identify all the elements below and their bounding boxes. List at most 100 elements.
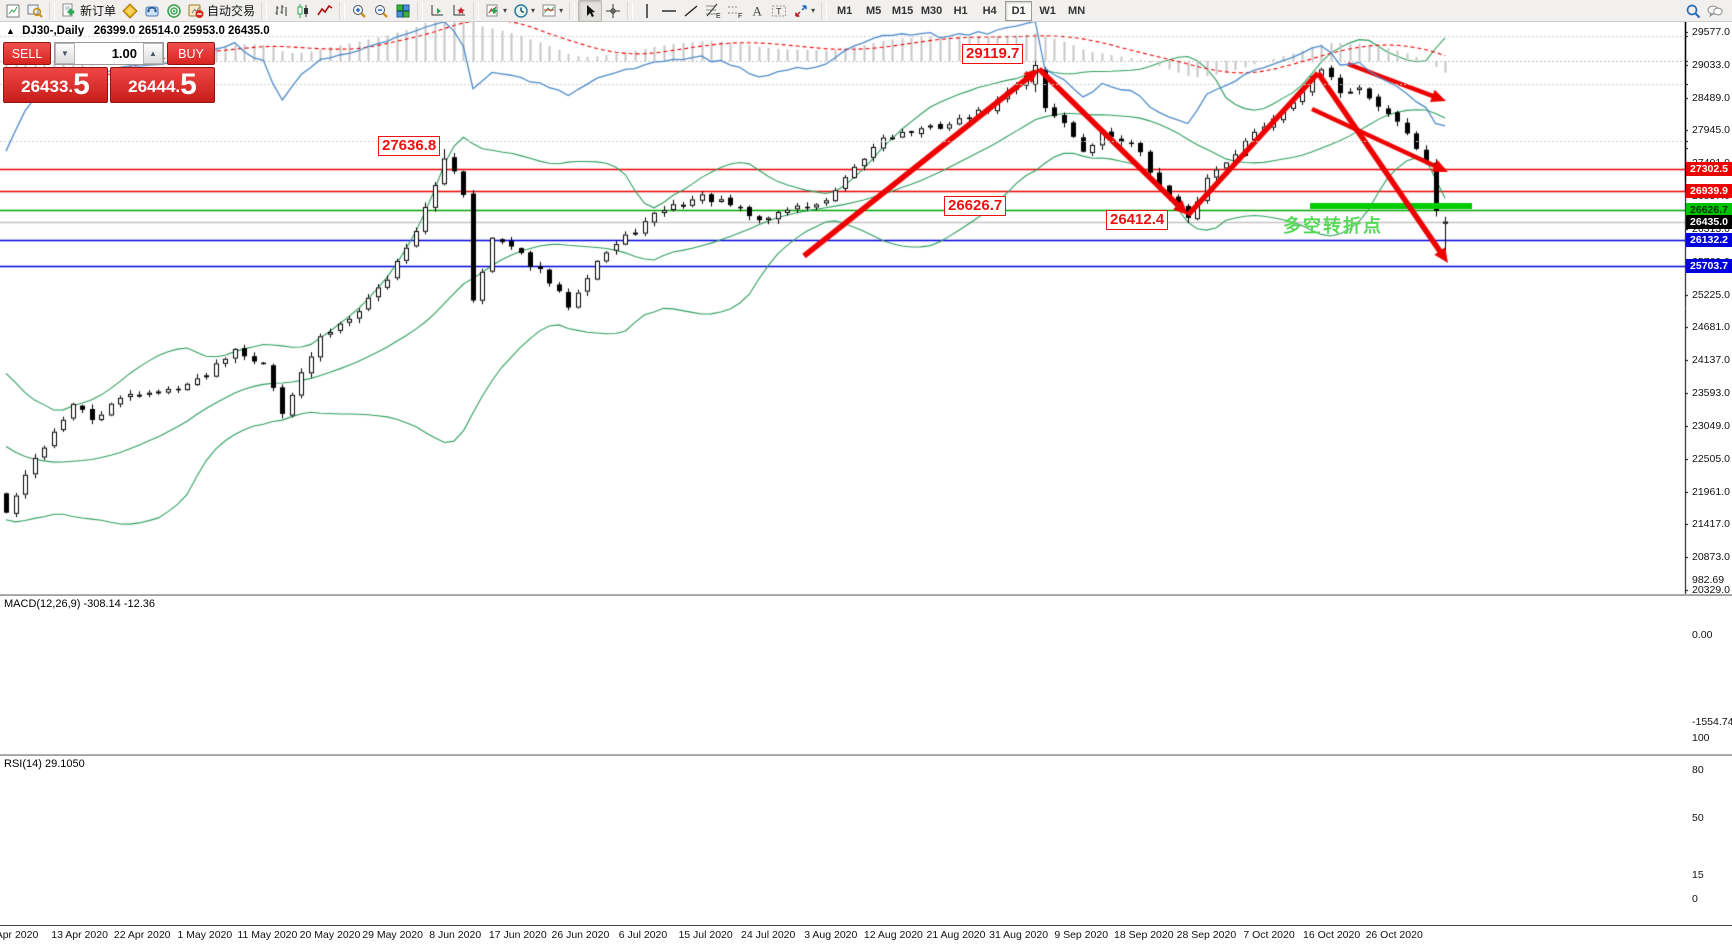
clock-icon[interactable]: ▾ bbox=[510, 1, 538, 21]
timeframe-button-w1[interactable]: W1 bbox=[1039, 4, 1056, 17]
price-tick-label: 20329.0 bbox=[1692, 584, 1730, 597]
date-tick-label: 28 Sep 2020 bbox=[1176, 929, 1237, 941]
autotrading-button[interactable]: 自动交易 bbox=[185, 1, 258, 21]
arrows-icon[interactable]: ▾ bbox=[790, 1, 818, 21]
fibonacci-icon[interactable]: E bbox=[702, 1, 724, 21]
svg-text:A: A bbox=[753, 3, 763, 18]
volume-increase-button[interactable]: ▲ bbox=[143, 43, 163, 64]
zoom-out-icon[interactable] bbox=[370, 1, 392, 21]
time-axis-line bbox=[0, 925, 1732, 926]
volume-stepper[interactable]: ▼ 1.00 ▲ bbox=[54, 42, 164, 65]
date-tick-label: 20 May 2020 bbox=[299, 929, 361, 941]
horizontal-line-icon[interactable] bbox=[658, 1, 680, 21]
date-tick-label: 29 May 2020 bbox=[362, 929, 423, 941]
macd-scale-label: -1554.74 bbox=[1692, 716, 1732, 728]
svg-text:T: T bbox=[776, 6, 782, 16]
search-icon[interactable] bbox=[1682, 1, 1704, 21]
toolbar: 新订单 自动交易 ▾ ▾ ▾ E F A T ▾ M1 M5 M15 M30 H1 H4 D1 W1 MN bbox=[0, 0, 1732, 22]
price-level-badge: 26435.0 bbox=[1686, 214, 1732, 229]
timeframe-button-d1[interactable]: D1 bbox=[1005, 0, 1033, 21]
rsi-scale-label: 80 bbox=[1692, 764, 1704, 777]
dropdown-caret-icon[interactable]: ▾ bbox=[531, 6, 536, 15]
crosshair-icon[interactable] bbox=[602, 1, 624, 21]
cursor-icon[interactable] bbox=[578, 0, 603, 22]
date-tick-label: 26 Jun 2020 bbox=[551, 929, 610, 941]
price-callout-26626: 26626.7 bbox=[944, 196, 1007, 216]
date-tick-label: Apr 2020 bbox=[0, 929, 39, 941]
chart-shift-icon[interactable] bbox=[448, 1, 470, 21]
indicators-icon[interactable]: ▾ bbox=[482, 1, 510, 21]
price-tick-label: 22505.0 bbox=[1692, 452, 1730, 465]
timeframe-button-m1[interactable]: M1 bbox=[836, 4, 853, 17]
price-tick-label: 23593.0 bbox=[1692, 387, 1730, 400]
candlestick-chart-icon[interactable] bbox=[292, 1, 314, 21]
pivot-annotation-text: 多空转折点 bbox=[1283, 216, 1383, 236]
toolbar-separator bbox=[569, 1, 576, 20]
date-tick-label: 24 Jul 2020 bbox=[741, 929, 796, 941]
price-level-badge: 26939.9 bbox=[1686, 184, 1732, 199]
dropdown-caret-icon[interactable]: ▾ bbox=[559, 6, 564, 15]
timeframe-button-h4[interactable]: H4 bbox=[982, 4, 997, 17]
volume-value[interactable]: 1.00 bbox=[111, 46, 137, 61]
timeframe-button-m15[interactable]: M15 bbox=[891, 4, 914, 17]
zoom-in-icon[interactable] bbox=[348, 1, 370, 21]
svg-text:F: F bbox=[738, 13, 742, 19]
sell-price: 26433 bbox=[21, 77, 69, 96]
time-scale: Apr 2020 13 Apr 2020 22 Apr 2020 1 May 2020… bbox=[0, 927, 1732, 944]
rsi-pane-separator[interactable] bbox=[0, 754, 1732, 756]
volume-decrease-button[interactable]: ▼ bbox=[55, 43, 75, 64]
sell-button[interactable]: SELL bbox=[3, 42, 51, 65]
tile-windows-icon[interactable] bbox=[392, 1, 414, 21]
vertical-line-icon[interactable] bbox=[636, 1, 658, 21]
profiles-icon[interactable] bbox=[24, 1, 46, 21]
timeframe-button-m30[interactable]: M30 bbox=[920, 4, 943, 17]
date-tick-label: 13 Apr 2020 bbox=[51, 929, 108, 941]
price-tick-label: 29577.0 bbox=[1692, 26, 1730, 38]
date-tick-label: 21 Aug 2020 bbox=[926, 929, 986, 941]
rsi-label: RSI(14) 29.1050 bbox=[4, 758, 85, 770]
price-tick-label: 23049.0 bbox=[1692, 419, 1730, 432]
date-tick-label: 31 Aug 2020 bbox=[989, 929, 1049, 941]
price-tick-label: 20873.0 bbox=[1692, 551, 1730, 564]
label-icon[interactable]: T bbox=[768, 1, 790, 21]
chart-symbol-period: DJ30-,Daily bbox=[22, 25, 85, 37]
price-tick-label: 27945.0 bbox=[1692, 124, 1730, 137]
chat-icon[interactable] bbox=[1704, 1, 1726, 21]
timeframe-button-mn[interactable]: MN bbox=[1068, 4, 1086, 17]
broadcast-icon[interactable] bbox=[163, 1, 185, 21]
timeframe-button-m5[interactable]: M5 bbox=[865, 4, 882, 17]
auto-scroll-icon[interactable] bbox=[426, 1, 448, 21]
metaeditor-icon[interactable] bbox=[119, 1, 141, 21]
chart-ohlc-values: 26399.0 26514.0 25953.0 26435.0 bbox=[93, 25, 270, 37]
sell-price-panel[interactable]: 26433. 5 bbox=[3, 67, 108, 103]
buy-button[interactable]: BUY bbox=[167, 42, 215, 65]
price-callout-27636: 27636.8 bbox=[378, 136, 441, 156]
dropdown-caret-icon[interactable]: ▾ bbox=[811, 6, 816, 15]
dropdown-caret-icon[interactable]: ▾ bbox=[503, 6, 508, 15]
date-tick-label: 18 Sep 2020 bbox=[1114, 929, 1174, 941]
channel-icon[interactable]: F bbox=[724, 1, 746, 21]
buy-price: 26444 bbox=[128, 77, 176, 96]
templates-icon[interactable]: ▾ bbox=[538, 1, 566, 21]
rsi-scale-label: 100 bbox=[1692, 732, 1710, 744]
macd-scale-label: 0.00 bbox=[1692, 629, 1713, 641]
timeframe-button-h1[interactable]: H1 bbox=[953, 4, 968, 17]
rsi-indicator-canvas[interactable] bbox=[0, 22, 1688, 191]
date-tick-label: 22 Apr 2020 bbox=[113, 929, 171, 941]
buy-price-panel[interactable]: 26444. 5 bbox=[110, 67, 215, 103]
trendline-icon[interactable] bbox=[680, 1, 702, 21]
price-callout-29119: 29119.7 bbox=[962, 44, 1024, 64]
macd-pane-separator[interactable] bbox=[0, 594, 1732, 596]
community-icon[interactable] bbox=[141, 1, 163, 21]
date-tick-label: 15 Jul 2020 bbox=[678, 929, 733, 941]
new-order-button[interactable]: 新订单 bbox=[58, 1, 119, 21]
toolbar-right-group bbox=[1682, 0, 1726, 22]
window-restore-icon[interactable]: ▲ bbox=[6, 26, 15, 36]
new-chart-icon[interactable] bbox=[2, 1, 24, 21]
line-chart-icon[interactable] bbox=[314, 1, 336, 21]
bar-chart-icon[interactable] bbox=[270, 1, 292, 21]
rsi-scale-label: 0 bbox=[1692, 892, 1698, 905]
text-icon[interactable]: A bbox=[746, 1, 768, 21]
rsi-scale-label: 50 bbox=[1692, 812, 1704, 825]
